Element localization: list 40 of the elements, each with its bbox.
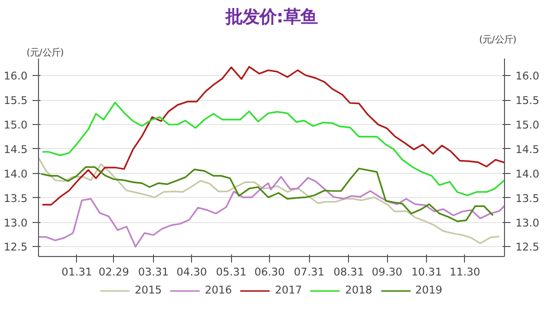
line-series <box>42 66 504 206</box>
y2-tick-label: 16.0 <box>516 70 540 83</box>
line-series <box>38 156 500 244</box>
x-tick-label: 06.30 <box>254 266 286 278</box>
y-tick-label: 14.0 <box>4 167 28 180</box>
x-tick-label: 08.31 <box>333 266 364 278</box>
y2-tick-label: 15.5 <box>516 94 540 108</box>
y2-tick-label: 14.0 <box>516 167 540 180</box>
x-tick-label: 07.31 <box>294 266 324 278</box>
y2-tick-label: 14.5 <box>516 142 540 156</box>
x-tick-label: 05.31 <box>216 266 247 278</box>
y2-tick-label: 13.5 <box>516 192 540 205</box>
line-series <box>40 166 494 222</box>
y2-tick-label: 12.5 <box>516 240 540 254</box>
y-tick-label: 15.5 <box>4 94 28 108</box>
x-tick-label: 02.29 <box>98 266 130 278</box>
y-tick-label: 14.5 <box>4 142 28 156</box>
x-tick-label: 11.30 <box>450 266 480 278</box>
legend-label: 2015 <box>134 284 162 296</box>
y-tick-label: 13.5 <box>4 192 28 205</box>
y-tick-label: 15.0 <box>4 118 28 132</box>
x-tick-label: 01.31 <box>62 266 92 278</box>
y-axis-title: (元/公斤) <box>26 48 64 58</box>
chart-title: 批发价:草鱼 <box>224 8 318 28</box>
x-tick-label: 03.31 <box>138 266 169 278</box>
legend-label: 2019 <box>415 284 442 296</box>
line-series <box>42 102 504 196</box>
y2-tick-label: 13.0 <box>516 216 540 230</box>
y2-tick-label: 15.0 <box>516 118 540 132</box>
x-tick-label: 04.30 <box>176 266 208 278</box>
legend-label: 2016 <box>204 284 232 296</box>
y-tick-label: 16.0 <box>4 70 28 83</box>
line-series <box>38 176 504 248</box>
y-tick-label: 13.0 <box>4 216 28 230</box>
x-tick-label: 10.31 <box>411 266 442 278</box>
legend-label: 2017 <box>274 284 302 296</box>
y2-axis-title: (元/公斤) <box>479 34 516 46</box>
y-tick-label: 12.5 <box>4 240 28 254</box>
legend-label: 2018 <box>345 284 372 296</box>
x-tick-label: 09.30 <box>372 266 403 278</box>
